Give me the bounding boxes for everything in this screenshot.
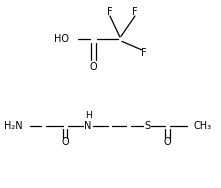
Text: H: H: [85, 111, 91, 120]
Text: HO: HO: [53, 34, 69, 45]
Text: H₂N: H₂N: [4, 121, 23, 131]
Text: O: O: [164, 137, 171, 147]
Text: F: F: [107, 7, 113, 17]
Text: O: O: [61, 137, 69, 147]
Text: F: F: [132, 7, 138, 17]
Text: S: S: [144, 121, 150, 131]
Text: CH₃: CH₃: [194, 121, 212, 131]
Text: O: O: [90, 62, 97, 72]
Text: F: F: [141, 48, 147, 58]
Text: N: N: [84, 121, 92, 131]
